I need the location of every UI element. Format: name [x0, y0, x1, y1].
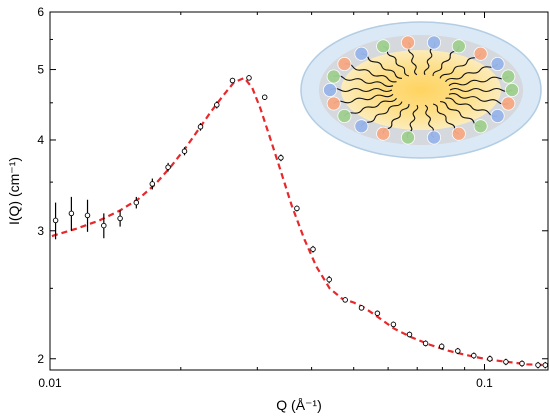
data-point — [390, 321, 397, 328]
micelle-chain — [333, 93, 394, 104]
data-point — [542, 362, 549, 368]
data-point — [229, 77, 236, 84]
data-point — [503, 359, 509, 365]
micelle-headgroup — [490, 57, 505, 72]
y-tick-label: 2 — [37, 352, 44, 366]
micelle-headgroup — [337, 109, 352, 124]
micelle-headgroup — [337, 57, 352, 72]
micelle-headgroup — [376, 126, 391, 141]
y-axis-label: I(Q) (cm⁻¹) — [6, 157, 22, 225]
micelle-headgroup — [400, 35, 415, 50]
micelle-chain — [448, 76, 509, 87]
data-point — [117, 215, 123, 222]
micelle-chain — [445, 97, 498, 117]
micelle-headgroup — [473, 119, 488, 134]
data-point — [374, 310, 381, 317]
micelle-chain — [329, 87, 393, 93]
micelle-headgroup — [354, 46, 369, 61]
micelle-headgroup — [451, 126, 466, 141]
data-point — [278, 155, 284, 161]
data-point — [246, 75, 252, 81]
data-point — [455, 348, 461, 354]
micelle-headgroup — [376, 39, 391, 54]
micelle-headgroup — [354, 119, 369, 134]
micelle-core — [341, 50, 501, 130]
data-point — [471, 352, 477, 359]
micelle-headgroup — [400, 130, 415, 145]
data-point — [326, 276, 332, 283]
data-points — [52, 75, 549, 369]
micelle-headgroup — [426, 35, 441, 50]
data-point — [438, 343, 445, 350]
micelle-headgroup — [451, 39, 466, 54]
data-point — [165, 164, 171, 170]
micelle-headgroup — [426, 130, 441, 145]
x-axis-label: Q (Å⁻¹) — [276, 397, 322, 413]
data-point — [197, 124, 204, 130]
micelle-headgroup — [501, 96, 516, 111]
micelle-headgroup — [490, 109, 505, 124]
data-point — [406, 331, 413, 338]
data-point — [68, 210, 75, 217]
data-point — [310, 246, 316, 252]
y-tick-label: 4 — [37, 133, 44, 147]
data-point — [214, 102, 220, 108]
micelle-headgroup — [473, 46, 488, 61]
micelle-chain — [445, 63, 499, 83]
axis-ticks — [49, 11, 548, 370]
data-point — [133, 199, 140, 206]
data-point — [84, 212, 91, 219]
data-point — [149, 181, 156, 187]
micelle-headgroups — [322, 35, 519, 145]
data-point — [101, 222, 107, 229]
micelle-headgroup — [326, 69, 341, 84]
micelle-headgroup — [504, 83, 519, 98]
micelle-headgroup — [326, 96, 341, 111]
y-tick-label: 5 — [37, 63, 44, 77]
micelle-inset — [300, 21, 542, 159]
data-point — [487, 356, 493, 362]
x-tick-label: 0.01 — [38, 376, 62, 390]
data-point — [358, 305, 365, 311]
micelle-chain — [343, 97, 397, 117]
data-point — [535, 362, 541, 368]
data-point — [261, 94, 268, 100]
y-tick-label: 6 — [37, 5, 44, 19]
data-point — [342, 297, 348, 303]
micelle-chain — [361, 53, 402, 79]
micelle-chain — [449, 87, 513, 93]
data-point — [519, 360, 525, 367]
x-tick-label: 0.1 — [476, 376, 493, 390]
data-point — [181, 148, 188, 154]
micelle-chain — [333, 75, 394, 88]
plot-frame — [49, 11, 549, 371]
micelle-headgroup — [501, 69, 516, 84]
micelle-chain — [439, 53, 482, 79]
data-point — [294, 205, 300, 212]
micelle-chain — [440, 101, 481, 127]
data-point — [52, 217, 59, 224]
micelle-chain — [344, 63, 397, 83]
data-point — [422, 340, 429, 347]
y-tick-label: 3 — [37, 224, 44, 238]
micelle-headgroup — [322, 83, 337, 98]
micelle-chain — [448, 92, 509, 105]
micelle-chain — [360, 101, 403, 127]
axis-tick-labels: 0.01 0.1 2 3 4 5 6 — [37, 5, 493, 390]
